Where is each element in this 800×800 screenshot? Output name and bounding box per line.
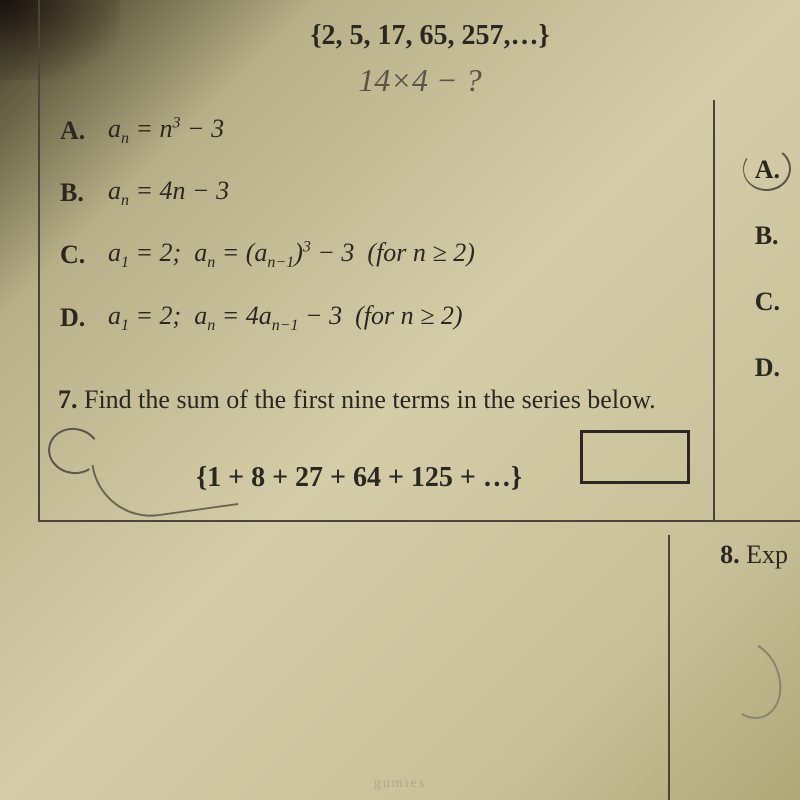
answer-box <box>580 430 690 484</box>
handwritten-annotation: 14×4 − ? <box>0 62 800 99</box>
choice-b: B. an = 4n − 3 <box>60 176 700 210</box>
choice-label-c: C. <box>60 240 90 270</box>
choice-c: C. a1 = 2; an = (an−1)3 − 3 (for n ≥ 2) <box>60 238 700 272</box>
choice-formula-c: a1 = 2; an = (an−1)3 − 3 (for n ≥ 2) <box>108 238 475 272</box>
stray-pencil-curve <box>708 632 792 728</box>
choice-label-b: B. <box>60 178 90 208</box>
q8-text: Exp <box>746 540 788 569</box>
question-8-partial: 8. Exp <box>720 540 788 570</box>
right-label-c: C. <box>755 287 780 317</box>
table-border-right-lower <box>668 535 670 800</box>
watermark: gumies <box>374 776 426 792</box>
right-label-d: D. <box>755 353 780 383</box>
choice-formula-d: a1 = 2; an = 4an−1 − 3 (for n ≥ 2) <box>108 301 463 335</box>
q7-number: 7. <box>58 385 78 414</box>
choice-label-d: D. <box>60 303 90 333</box>
q8-number: 8. <box>720 540 740 569</box>
q7-prompt: Find the sum of the first nine terms in … <box>84 385 656 414</box>
right-label-b: B. <box>755 221 780 251</box>
choice-formula-b: an = 4n − 3 <box>108 176 229 210</box>
choice-formula-a: an = n3 − 3 <box>108 114 224 148</box>
choice-label-a: A. <box>60 116 90 146</box>
right-label-a: A. <box>755 155 780 185</box>
choice-d: D. a1 = 2; an = 4an−1 − 3 (for n ≥ 2) <box>60 301 700 335</box>
choice-a: A. an = n3 − 3 <box>60 114 700 148</box>
table-row-divider <box>38 520 800 522</box>
sequence-header: {2, 5, 17, 65, 257,…} <box>0 20 800 52</box>
right-answer-column: A. B. C. D. <box>755 155 780 419</box>
